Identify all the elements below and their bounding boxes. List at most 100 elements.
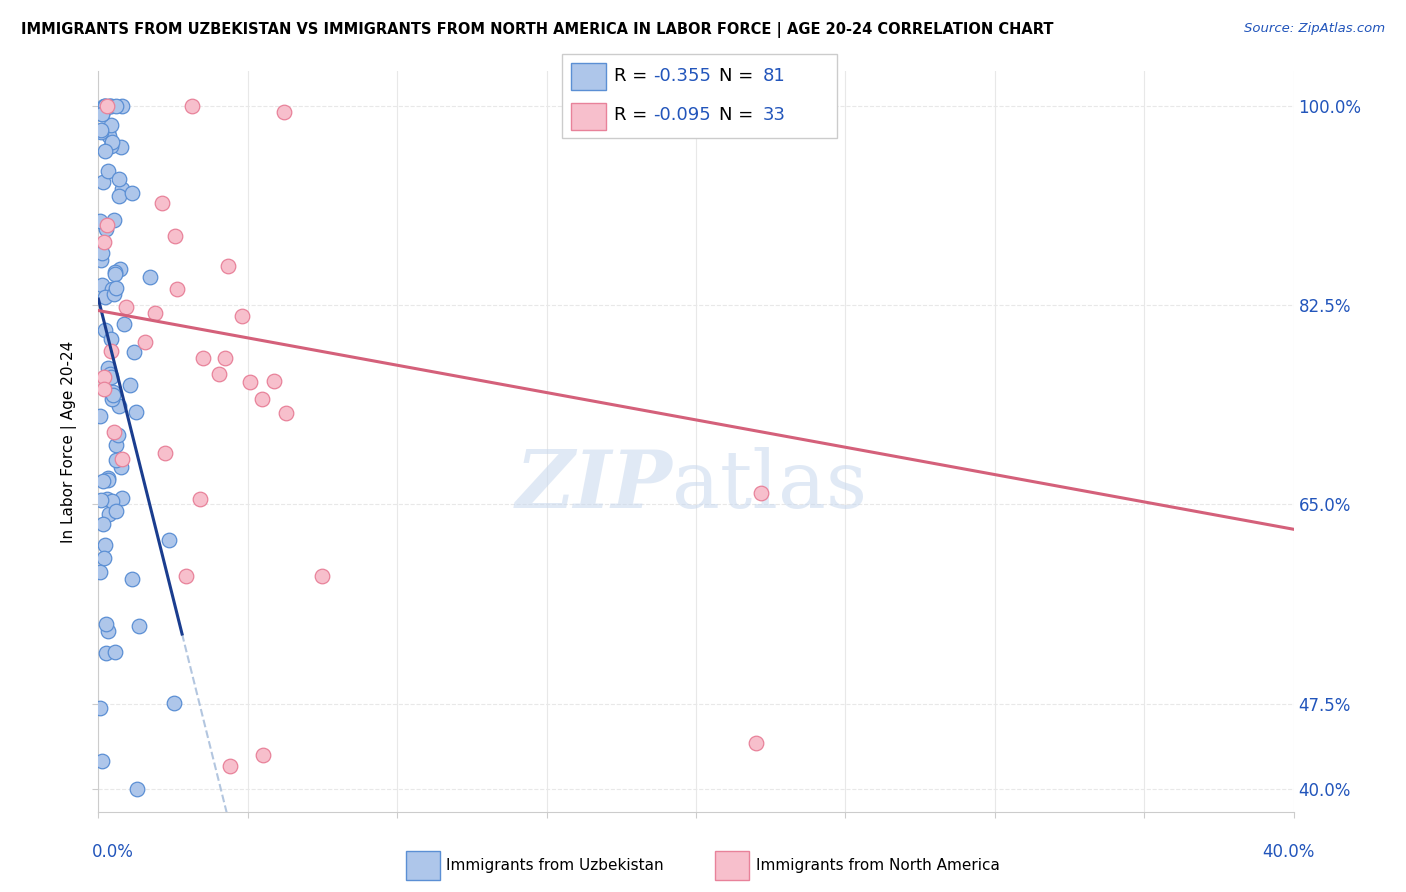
Point xyxy=(121,186,143,200)
Text: 0.0%: 0.0% xyxy=(91,843,134,861)
Point xyxy=(93,550,115,565)
Point xyxy=(103,425,125,439)
Point xyxy=(94,290,117,304)
Point xyxy=(93,382,115,396)
Point xyxy=(166,282,188,296)
Point xyxy=(153,445,176,459)
Point xyxy=(115,300,138,314)
Point xyxy=(104,265,127,279)
Point xyxy=(97,129,120,144)
Point xyxy=(105,453,128,467)
Point xyxy=(93,370,115,384)
Point xyxy=(100,392,122,406)
Point xyxy=(745,736,768,750)
Point xyxy=(93,235,115,249)
Point xyxy=(98,367,121,381)
Point xyxy=(163,228,186,243)
Point xyxy=(104,98,127,112)
Point xyxy=(163,696,186,710)
Point xyxy=(111,491,134,505)
Text: IMMIGRANTS FROM UZBEKISTAN VS IMMIGRANTS FROM NORTH AMERICA IN LABOR FORCE | AGE: IMMIGRANTS FROM UZBEKISTAN VS IMMIGRANTS… xyxy=(21,22,1053,38)
Point xyxy=(100,98,122,112)
Point xyxy=(125,405,148,419)
Point xyxy=(110,459,132,474)
Point xyxy=(239,376,262,390)
Point xyxy=(97,126,120,140)
FancyBboxPatch shape xyxy=(571,103,606,130)
FancyBboxPatch shape xyxy=(571,62,606,90)
Point xyxy=(252,747,274,762)
Point xyxy=(191,351,214,365)
Point xyxy=(97,98,120,112)
Point xyxy=(188,491,211,506)
Point xyxy=(94,323,117,337)
Point xyxy=(103,213,125,227)
Point xyxy=(101,135,124,149)
Point xyxy=(101,494,124,508)
Text: R =: R = xyxy=(614,106,654,124)
Text: Immigrants from North America: Immigrants from North America xyxy=(755,858,1000,872)
Point xyxy=(90,125,112,139)
Text: -0.095: -0.095 xyxy=(652,106,710,124)
FancyBboxPatch shape xyxy=(562,54,837,138)
Point xyxy=(134,334,156,349)
Point xyxy=(96,98,118,112)
Point xyxy=(208,367,231,381)
Point xyxy=(94,617,117,632)
Point xyxy=(111,98,134,112)
Point xyxy=(94,221,117,235)
Point xyxy=(214,351,236,366)
Point xyxy=(250,392,273,407)
Point xyxy=(174,569,197,583)
Point xyxy=(180,98,202,112)
FancyBboxPatch shape xyxy=(406,851,440,880)
Point xyxy=(107,427,129,442)
Point xyxy=(124,344,146,359)
Point xyxy=(97,507,120,521)
Point xyxy=(90,492,112,507)
Point xyxy=(311,569,333,583)
Point xyxy=(96,646,118,660)
Point xyxy=(103,287,125,301)
Point xyxy=(105,438,128,452)
Text: 40.0%: 40.0% xyxy=(1263,843,1315,861)
Point xyxy=(89,565,111,579)
Point xyxy=(219,759,242,773)
FancyBboxPatch shape xyxy=(716,851,749,880)
Point xyxy=(128,619,150,633)
Text: 33: 33 xyxy=(762,106,786,124)
Point xyxy=(108,399,131,413)
Text: N =: N = xyxy=(718,68,759,86)
Point xyxy=(217,259,239,273)
Point xyxy=(127,781,149,796)
Point xyxy=(118,377,141,392)
Text: R =: R = xyxy=(614,68,654,86)
Text: 81: 81 xyxy=(762,68,786,86)
Point xyxy=(111,452,134,467)
Point xyxy=(107,172,129,186)
Point xyxy=(89,214,111,228)
Point xyxy=(97,473,120,487)
Point xyxy=(139,270,162,285)
Point xyxy=(97,164,120,178)
Point xyxy=(90,754,112,768)
Text: -0.355: -0.355 xyxy=(652,68,711,86)
Point xyxy=(110,139,132,153)
Point xyxy=(143,306,166,320)
Point xyxy=(108,261,131,276)
Point xyxy=(263,374,285,388)
Point xyxy=(100,369,122,384)
Point xyxy=(91,517,114,532)
Point xyxy=(104,645,127,659)
Point xyxy=(91,175,114,189)
Point xyxy=(94,144,117,158)
Point xyxy=(91,246,114,260)
Point xyxy=(89,700,111,714)
Point xyxy=(100,138,122,153)
Point xyxy=(90,107,112,121)
Point xyxy=(749,485,772,500)
Point xyxy=(96,218,118,232)
Point xyxy=(91,277,114,292)
Point xyxy=(273,104,295,119)
Point xyxy=(93,474,115,488)
